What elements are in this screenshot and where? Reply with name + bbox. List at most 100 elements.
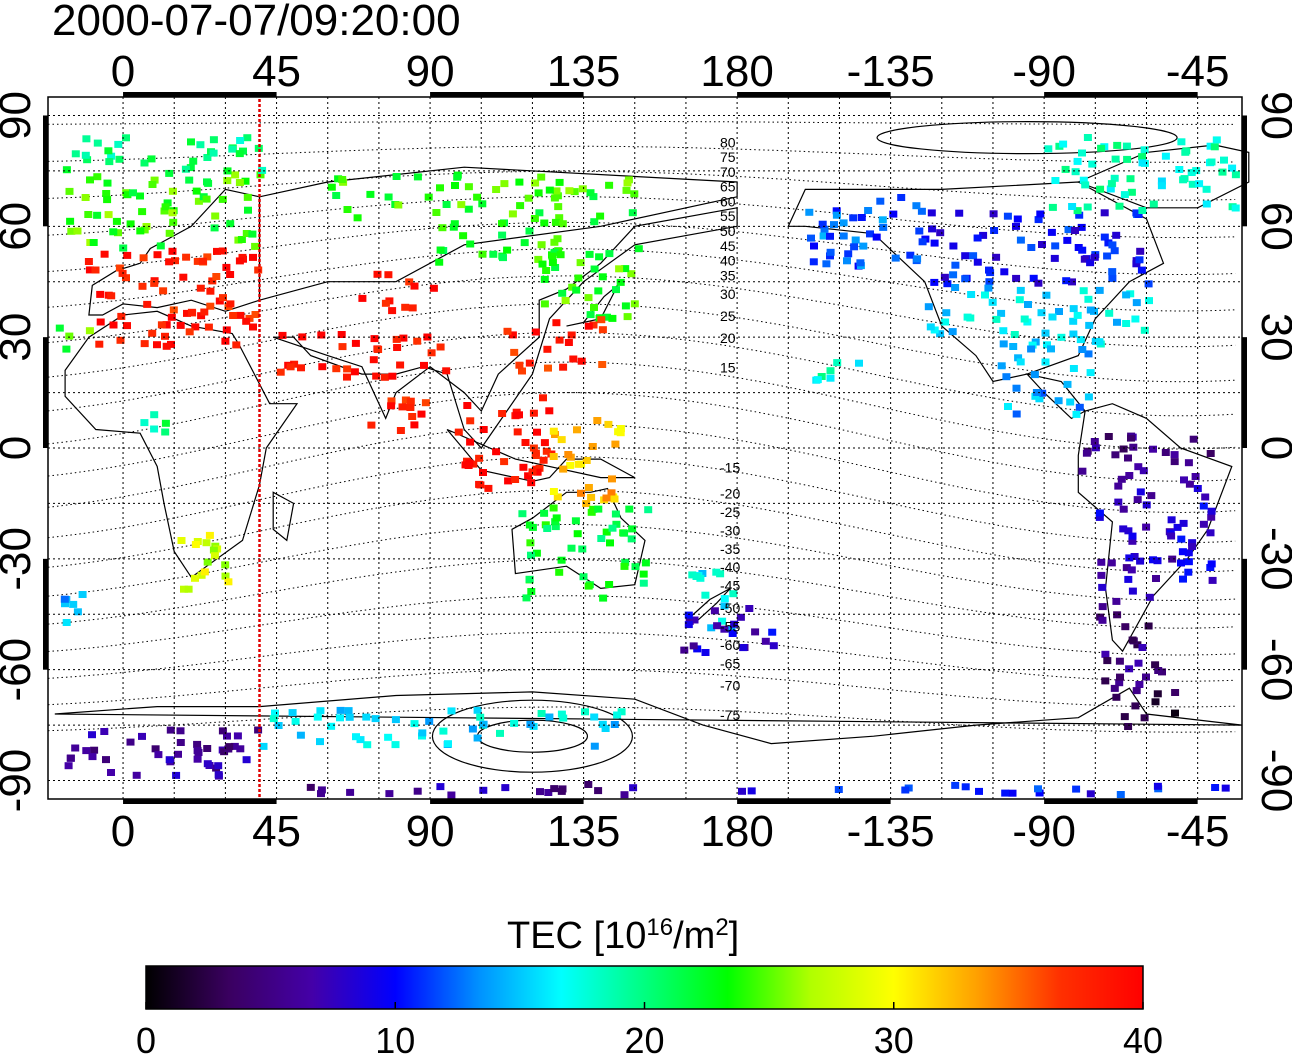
tec-cell (1038, 241, 1046, 248)
tec-cell (540, 509, 549, 517)
tec-cell (62, 166, 71, 174)
tec-cell (1095, 286, 1104, 294)
tec-cell (1034, 216, 1043, 224)
tec-cell (553, 493, 562, 501)
tec-cell (1055, 308, 1063, 315)
latitude-tick-label: 0 (0, 436, 40, 460)
tec-cell (1206, 564, 1215, 571)
tec-cell (150, 279, 159, 287)
tec-cell (551, 518, 560, 526)
tec-cell (442, 367, 451, 375)
tec-cell (212, 273, 221, 280)
tec-cell (604, 420, 613, 428)
tec-cell (1082, 449, 1091, 457)
tec-cell (332, 365, 341, 373)
tec-cell (391, 716, 400, 724)
tec-cell (1098, 603, 1107, 611)
tec-cell (713, 622, 722, 630)
tec-cell (518, 510, 527, 518)
tec-cell (623, 179, 632, 187)
tec-cell (114, 229, 122, 237)
latitude-tick-label: 0 (1252, 436, 1292, 460)
tec-cell (889, 210, 898, 218)
tec-cell (530, 215, 539, 222)
tec-cell (203, 178, 211, 186)
tec-cell (200, 308, 209, 316)
tec-cell (1084, 295, 1093, 303)
tec-cell (271, 709, 279, 717)
tec-cell (159, 287, 168, 295)
tec-cell (1110, 247, 1119, 255)
tec-cell (582, 457, 591, 464)
tec-cell (555, 214, 564, 222)
tec-cell (1145, 593, 1154, 601)
tec-cell (327, 183, 336, 191)
tec-cell (527, 588, 536, 595)
tec-cell (1201, 493, 1210, 501)
tec-cell (768, 628, 777, 636)
tec-cell (710, 607, 719, 615)
tec-cell (1117, 475, 1126, 483)
tec-cell (1161, 449, 1170, 456)
tec-cell (1036, 210, 1045, 218)
tec-cell (1130, 553, 1139, 560)
coastline (566, 284, 619, 327)
tec-cell (161, 203, 170, 211)
tec-cell (188, 309, 197, 317)
contour-label: -30 (720, 522, 740, 538)
tec-cell (849, 214, 858, 222)
contour-label: 20 (720, 330, 736, 346)
longitude-tick-label: 45 (252, 47, 301, 96)
tec-cell (621, 302, 630, 310)
tec-cell (582, 500, 591, 508)
tec-cell (515, 361, 524, 369)
tec-cell (115, 155, 124, 163)
tec-cell (851, 236, 860, 244)
tec-cell (1119, 505, 1128, 513)
tec-cell (410, 421, 419, 429)
tec-cell (1184, 558, 1193, 566)
tec-cell (148, 181, 157, 188)
tec-cell (317, 786, 326, 794)
tec-cell (605, 250, 614, 258)
tec-cell (535, 209, 544, 217)
tec-cell (208, 277, 217, 285)
tec-cell (615, 265, 624, 273)
tec-cell (879, 223, 888, 231)
tec-cell (614, 428, 623, 436)
tec-cell (548, 252, 557, 260)
tec-cell (358, 294, 367, 302)
longitude-tick-label: 135 (547, 807, 620, 856)
colorbar-tick-label: 0 (136, 1020, 156, 1057)
tec-cell (728, 630, 737, 637)
tec-cell (161, 419, 170, 427)
tec-cell (761, 637, 770, 645)
tec-cell (1081, 181, 1090, 189)
tec-cell (230, 742, 239, 750)
longitude-tick-label: 90 (406, 807, 455, 856)
tec-cell (552, 187, 561, 195)
tec-cell (332, 192, 341, 199)
tec-cell (401, 396, 410, 404)
tec-cell (955, 209, 964, 217)
tec-cell (1177, 559, 1185, 567)
tec-cell (1133, 641, 1142, 649)
tec-cell (943, 280, 952, 288)
tec-cell (66, 217, 75, 225)
tec-cell (413, 337, 422, 345)
tec-cell (1153, 690, 1162, 698)
tec-cell (891, 254, 900, 262)
tec-cell (1069, 317, 1078, 325)
tec-cell (464, 183, 473, 191)
tec-cell (519, 463, 528, 471)
tec-cell (1090, 438, 1099, 445)
tec-cell (525, 359, 534, 367)
tec-cell (1128, 636, 1137, 644)
tec-cell (229, 312, 238, 319)
tec-cell (213, 247, 221, 255)
tec-cell (115, 264, 124, 272)
tec-cell (385, 790, 394, 798)
longitude-tick-label: 90 (406, 47, 455, 96)
tec-cell (555, 336, 564, 344)
tec-cell (95, 340, 104, 348)
